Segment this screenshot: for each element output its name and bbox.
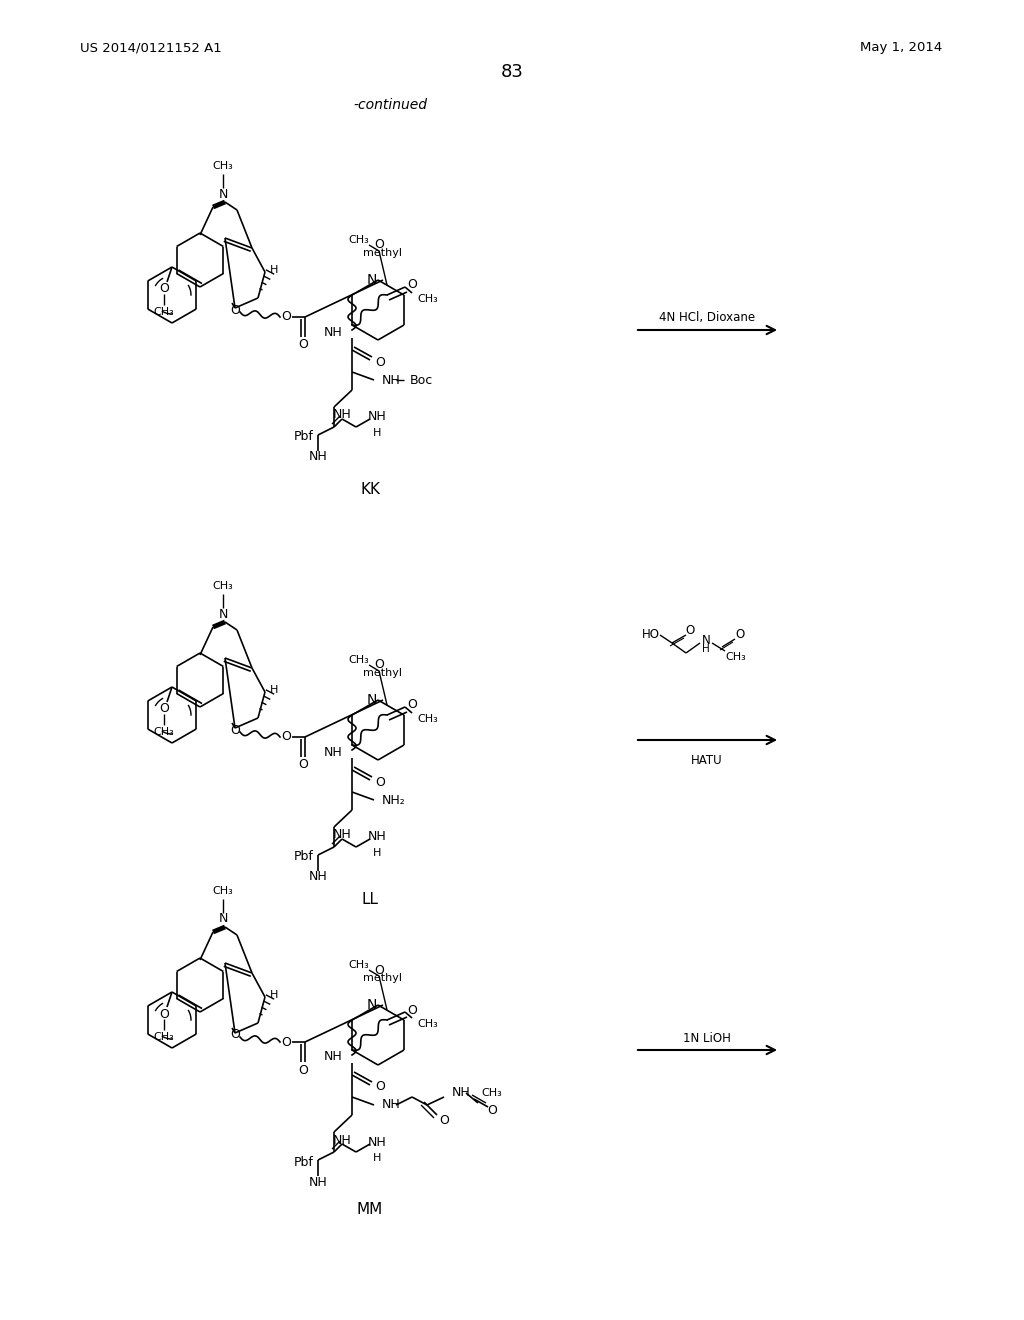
Text: O: O	[298, 338, 308, 351]
Text: CH₃: CH₃	[417, 294, 438, 304]
Text: NH: NH	[308, 450, 328, 463]
Text: O: O	[408, 1003, 417, 1016]
Text: methyl: methyl	[362, 973, 401, 983]
Text: CH₃: CH₃	[154, 1032, 174, 1041]
Text: NH: NH	[324, 746, 342, 759]
Text: O: O	[374, 239, 384, 252]
Text: H: H	[270, 265, 279, 275]
Text: NH: NH	[382, 374, 400, 387]
Text: O: O	[298, 1064, 308, 1077]
Text: CH₃: CH₃	[417, 1019, 438, 1030]
Text: N: N	[218, 912, 227, 925]
Text: H: H	[270, 990, 279, 1001]
Text: O: O	[281, 1035, 291, 1048]
Text: O: O	[159, 1007, 169, 1020]
Text: Pbf: Pbf	[294, 430, 314, 444]
Text: O: O	[298, 759, 308, 771]
Text: N: N	[367, 273, 377, 286]
Text: O: O	[230, 723, 240, 737]
Text: US 2014/0121152 A1: US 2014/0121152 A1	[80, 41, 222, 54]
Text: NH: NH	[324, 326, 342, 338]
Text: O: O	[230, 1028, 240, 1041]
Text: NH: NH	[308, 870, 328, 883]
Text: CH₃: CH₃	[417, 714, 438, 723]
Text: HATU: HATU	[691, 754, 723, 767]
Text: Boc: Boc	[410, 374, 433, 387]
Text: -continued: -continued	[353, 98, 427, 112]
Text: H: H	[373, 428, 381, 438]
Text: MM: MM	[357, 1203, 383, 1217]
Text: methyl: methyl	[362, 668, 401, 678]
Text: CH₃: CH₃	[213, 581, 233, 591]
Text: CH₃: CH₃	[726, 652, 746, 663]
Text: NH: NH	[382, 1098, 400, 1111]
Text: O: O	[281, 730, 291, 743]
Text: O: O	[408, 698, 417, 711]
Text: O: O	[281, 310, 291, 323]
Text: N: N	[701, 634, 711, 647]
Text: O: O	[230, 304, 240, 317]
Text: 83: 83	[501, 63, 523, 81]
Text: CH₃: CH₃	[348, 960, 369, 970]
Text: LL: LL	[361, 892, 379, 908]
Text: N: N	[218, 607, 227, 620]
Text: O: O	[374, 964, 384, 977]
Text: CH₃: CH₃	[213, 886, 233, 896]
Text: N: N	[367, 693, 377, 708]
Text: H: H	[702, 644, 710, 653]
Text: 4N HCl, Dioxane: 4N HCl, Dioxane	[658, 312, 755, 325]
Text: O: O	[685, 623, 694, 636]
Text: O: O	[439, 1114, 449, 1127]
Text: NH: NH	[368, 1135, 386, 1148]
Text: NH: NH	[333, 1134, 351, 1147]
Text: NH: NH	[308, 1176, 328, 1188]
Text: Pbf: Pbf	[294, 850, 314, 863]
Text: CH₃: CH₃	[154, 308, 174, 317]
Text: 1N LiOH: 1N LiOH	[683, 1031, 731, 1044]
Text: CH₃: CH₃	[348, 235, 369, 246]
Text: KK: KK	[360, 483, 380, 498]
Text: NH: NH	[333, 408, 351, 421]
Text: O: O	[487, 1105, 497, 1118]
Text: Pbf: Pbf	[294, 1155, 314, 1168]
Text: O: O	[735, 628, 744, 642]
Text: O: O	[374, 659, 384, 672]
Text: NH: NH	[368, 411, 386, 424]
Text: CH₃: CH₃	[481, 1088, 503, 1098]
Text: O: O	[375, 1081, 385, 1093]
Text: O: O	[375, 355, 385, 368]
Text: NH: NH	[324, 1051, 342, 1064]
Text: CH₃: CH₃	[213, 161, 233, 172]
Text: HO: HO	[642, 628, 660, 642]
Text: O: O	[159, 702, 169, 715]
Text: NH: NH	[452, 1086, 471, 1100]
Text: O: O	[375, 776, 385, 788]
Text: N: N	[218, 187, 227, 201]
Text: H: H	[270, 685, 279, 696]
Text: NH: NH	[333, 829, 351, 842]
Text: CH₃: CH₃	[154, 727, 174, 737]
Text: H: H	[373, 1152, 381, 1163]
Text: NH₂: NH₂	[382, 793, 406, 807]
Text: O: O	[408, 279, 417, 292]
Text: NH: NH	[368, 830, 386, 843]
Text: methyl: methyl	[362, 248, 401, 257]
Text: O: O	[159, 282, 169, 296]
Text: CH₃: CH₃	[348, 655, 369, 665]
Text: N: N	[367, 998, 377, 1012]
Text: May 1, 2014: May 1, 2014	[860, 41, 942, 54]
Text: H: H	[373, 847, 381, 858]
